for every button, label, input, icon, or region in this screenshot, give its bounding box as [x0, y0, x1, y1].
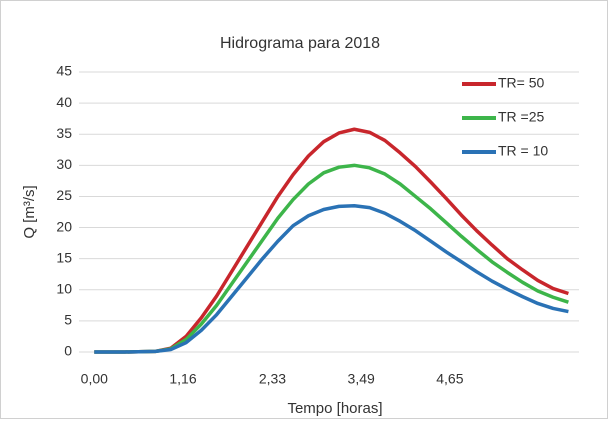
y-tick-label: 40 [56, 94, 72, 110]
x-tick-label: 0,00 [81, 371, 108, 387]
series-line [94, 127, 569, 354]
y-tick-label: 15 [56, 249, 72, 265]
y-tick-label: 20 [56, 218, 72, 234]
x-tick-label: 2,33 [259, 371, 286, 387]
y-axis-label: Q [m³/s] [21, 185, 38, 238]
x-tick-label: 3,49 [348, 371, 375, 387]
y-tick-label: 25 [56, 187, 72, 203]
y-tick-label: 30 [56, 156, 72, 172]
x-tick-label: 1,16 [169, 371, 196, 387]
y-tick-label: 45 [56, 63, 72, 79]
series-line [94, 163, 569, 354]
y-tick-label: 10 [56, 280, 72, 296]
x-tick-label: 4,65 [436, 371, 463, 387]
series-line [94, 204, 569, 354]
legend-label: TR =25 [498, 109, 545, 125]
y-tick-label: 35 [56, 125, 72, 141]
chart-title: Hidrograma para 2018 [220, 35, 380, 52]
legend-label: TR= 50 [498, 75, 545, 91]
y-tick-label: 0 [64, 343, 72, 359]
legend-label: TR = 10 [498, 143, 548, 159]
x-axis-label: Tempo [horas] [287, 400, 382, 417]
y-tick-label: 5 [64, 312, 72, 328]
